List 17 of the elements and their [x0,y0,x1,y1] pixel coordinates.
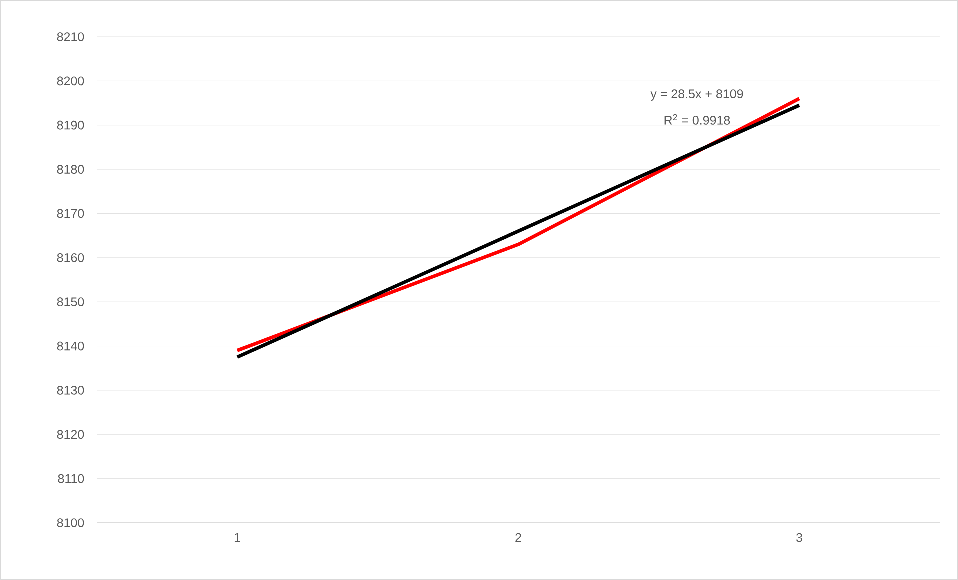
y-tick-label: 8120 [57,430,84,440]
y-tick-label: 8100 [57,518,84,528]
y-tick-label: 8210 [57,32,84,42]
annotation: y = 28.5x + 8109 [650,90,744,101]
y-tick-label: 8180 [57,165,84,174]
x-tick-label: 1 [234,533,240,542]
x-tick-label: 2 [516,533,522,542]
y-tick-label: 8170 [57,209,84,218]
y-tick-label: 8200 [57,76,84,86]
y-tick-label: 8130 [57,386,84,395]
y-tick-label: 8150 [57,298,84,307]
y-tick-label: 8160 [57,253,84,262]
y-tick-label: 8140 [57,342,84,351]
y-tick-label: 8110 [58,474,84,484]
annotation: R$^{2}$ = 0.9918 [664,114,730,125]
y-tick-label: 8190 [57,120,84,130]
x-tick-label: 3 [796,533,802,542]
